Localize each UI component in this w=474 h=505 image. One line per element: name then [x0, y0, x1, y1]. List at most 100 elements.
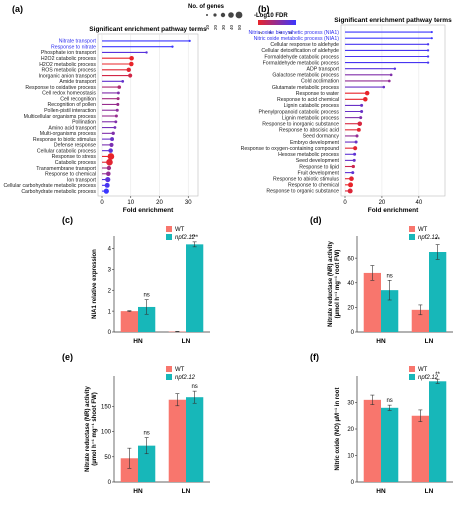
- y-axis-label: (µmol h⁻¹ mg⁻¹ root FW): [334, 250, 341, 319]
- legend-swatch: [409, 374, 415, 380]
- lollipop-dot: [382, 85, 386, 89]
- panel-label: (e): [62, 352, 73, 362]
- legend-label: npf2.12: [418, 235, 439, 241]
- category-label: Seed development: [296, 158, 340, 164]
- lollipop-dot: [188, 39, 191, 42]
- legend-header: No. of genes 10 20 30 40 50 -Log10 FDR 2 3 4 5: [188, 4, 296, 34]
- x-tick-label: LN: [425, 338, 434, 345]
- category-label: Hexose metabolic process: [278, 152, 339, 158]
- y-axis-label: Nitric oxide (NO) µM⁻¹ in root: [334, 388, 341, 471]
- legend-label: WT: [175, 367, 185, 373]
- category-label: Cellular carbohydrate metabolic process: [3, 183, 96, 189]
- x-axis-label: Fold enrichment: [123, 207, 174, 214]
- lollipop-dot: [106, 158, 113, 166]
- y-tick-label: 3: [108, 268, 112, 274]
- lollipop-dot: [426, 43, 430, 46]
- bar: [120, 311, 138, 332]
- significance-label: ns: [143, 293, 149, 299]
- x-tick-label: 10: [127, 200, 134, 206]
- category-label: Response to chemical: [288, 183, 339, 189]
- category-label: Response to acid chemical: [277, 97, 339, 103]
- legend-label: npf2.12: [175, 375, 196, 381]
- lollipop-dot: [426, 61, 430, 64]
- lollipop-dot: [426, 49, 430, 52]
- category-label: Inorganic anion transport: [39, 73, 97, 79]
- category-label: Embryo development: [290, 140, 340, 146]
- y-axis-label: (µmol h⁻¹ mg⁻¹ shoot FW): [91, 392, 98, 465]
- category-label: Seed dormancy: [303, 134, 340, 140]
- x-tick-label: LN: [425, 488, 434, 495]
- y-tick-label: 60: [347, 256, 354, 262]
- category-label: Lignin catabolic process: [284, 103, 340, 109]
- y-tick-label: 10: [347, 454, 354, 460]
- significance-label: ns: [191, 384, 197, 390]
- y-tick-label: 1: [108, 309, 112, 315]
- lollipop-dot: [363, 97, 368, 102]
- legend-swatch: [166, 226, 172, 232]
- y-tick-label: 2: [108, 288, 112, 294]
- size-legend-dot: [213, 13, 217, 17]
- panel-label: (f): [310, 352, 319, 362]
- legend-label: npf2.12: [418, 375, 439, 381]
- color-legend-bar: [258, 20, 296, 25]
- panel-label: (c): [62, 215, 73, 225]
- panel-label: (b): [258, 4, 270, 14]
- category-label: Response to chemical: [45, 172, 96, 178]
- lollipop-dot: [389, 73, 393, 77]
- size-legend-label: 40: [229, 24, 234, 30]
- category-label: Nitrate transport: [59, 39, 97, 45]
- lollipop-dot: [171, 45, 174, 48]
- category-label: Carbohydrate metabolic process: [21, 189, 96, 195]
- significance-label: ***: [191, 235, 199, 241]
- plot-frame: [97, 33, 199, 197]
- color-legend-label: 2: [258, 31, 263, 34]
- y-axis-label: Nitrate reductase (NR) activity: [85, 385, 91, 471]
- category-label: Cellular detoxification of aldehyde: [261, 48, 339, 54]
- y-tick-label: 100: [101, 430, 112, 436]
- bar: [411, 309, 429, 332]
- x-tick-label: 20: [379, 200, 386, 206]
- legend-swatch: [409, 366, 415, 372]
- category-label: Response to oxygen-containing compound: [241, 146, 339, 152]
- category-label: Cell redox homeostasis: [42, 91, 96, 97]
- category-label: Response to oxidative process: [25, 85, 96, 91]
- x-tick-label: HN: [376, 488, 386, 495]
- color-legend-label: 5: [288, 31, 293, 34]
- legend-swatch: [166, 374, 172, 380]
- lollipop-dot: [351, 171, 355, 175]
- y-tick-label: 0: [108, 480, 112, 486]
- lollipop-dot: [111, 131, 115, 135]
- category-label: Response to water: [296, 91, 340, 97]
- bar: [120, 458, 138, 482]
- legend-swatch: [409, 226, 415, 232]
- lollipop-dot: [351, 164, 355, 169]
- category-label: Phosphate ion transport: [41, 50, 97, 56]
- bar: [411, 415, 429, 482]
- lollipop-dot: [357, 121, 363, 126]
- x-tick-label: HN: [133, 338, 143, 345]
- bar-panel: (c) 0 1 2 3 4 NIA1 relative expression ns HN *** L…: [62, 215, 210, 345]
- size-legend-label: 20: [213, 24, 218, 30]
- x-tick-label: 20: [156, 200, 163, 206]
- bar-panel: (d) 0 20 40 60 Nitrate reductase (NR) activit…: [310, 215, 453, 345]
- x-tick-label: LN: [182, 488, 191, 495]
- x-tick-label: 0: [100, 200, 104, 206]
- significance-label: **: [435, 372, 440, 378]
- category-label: Defense response: [54, 143, 96, 149]
- category-label: Multicellular organisms process: [24, 114, 97, 120]
- category-label: Ion transport: [67, 177, 97, 183]
- y-tick-label: 0: [351, 480, 355, 486]
- y-axis-label: NIA1 relative expression: [92, 249, 98, 319]
- category-label: Transmembrane transport: [36, 166, 96, 172]
- lollipop-dot: [430, 37, 433, 40]
- y-tick-label: 50: [104, 455, 111, 461]
- legend-swatch: [166, 366, 172, 372]
- plot-frame: [340, 24, 446, 197]
- x-tick-label: 40: [416, 200, 423, 206]
- lollipop-dot: [145, 51, 148, 54]
- size-legend-title: No. of genes: [188, 4, 225, 10]
- legend-label: WT: [418, 227, 428, 233]
- category-label: Response to inorganic substance: [262, 122, 339, 128]
- legend-swatch: [166, 234, 172, 240]
- x-tick-label: 0: [343, 200, 347, 206]
